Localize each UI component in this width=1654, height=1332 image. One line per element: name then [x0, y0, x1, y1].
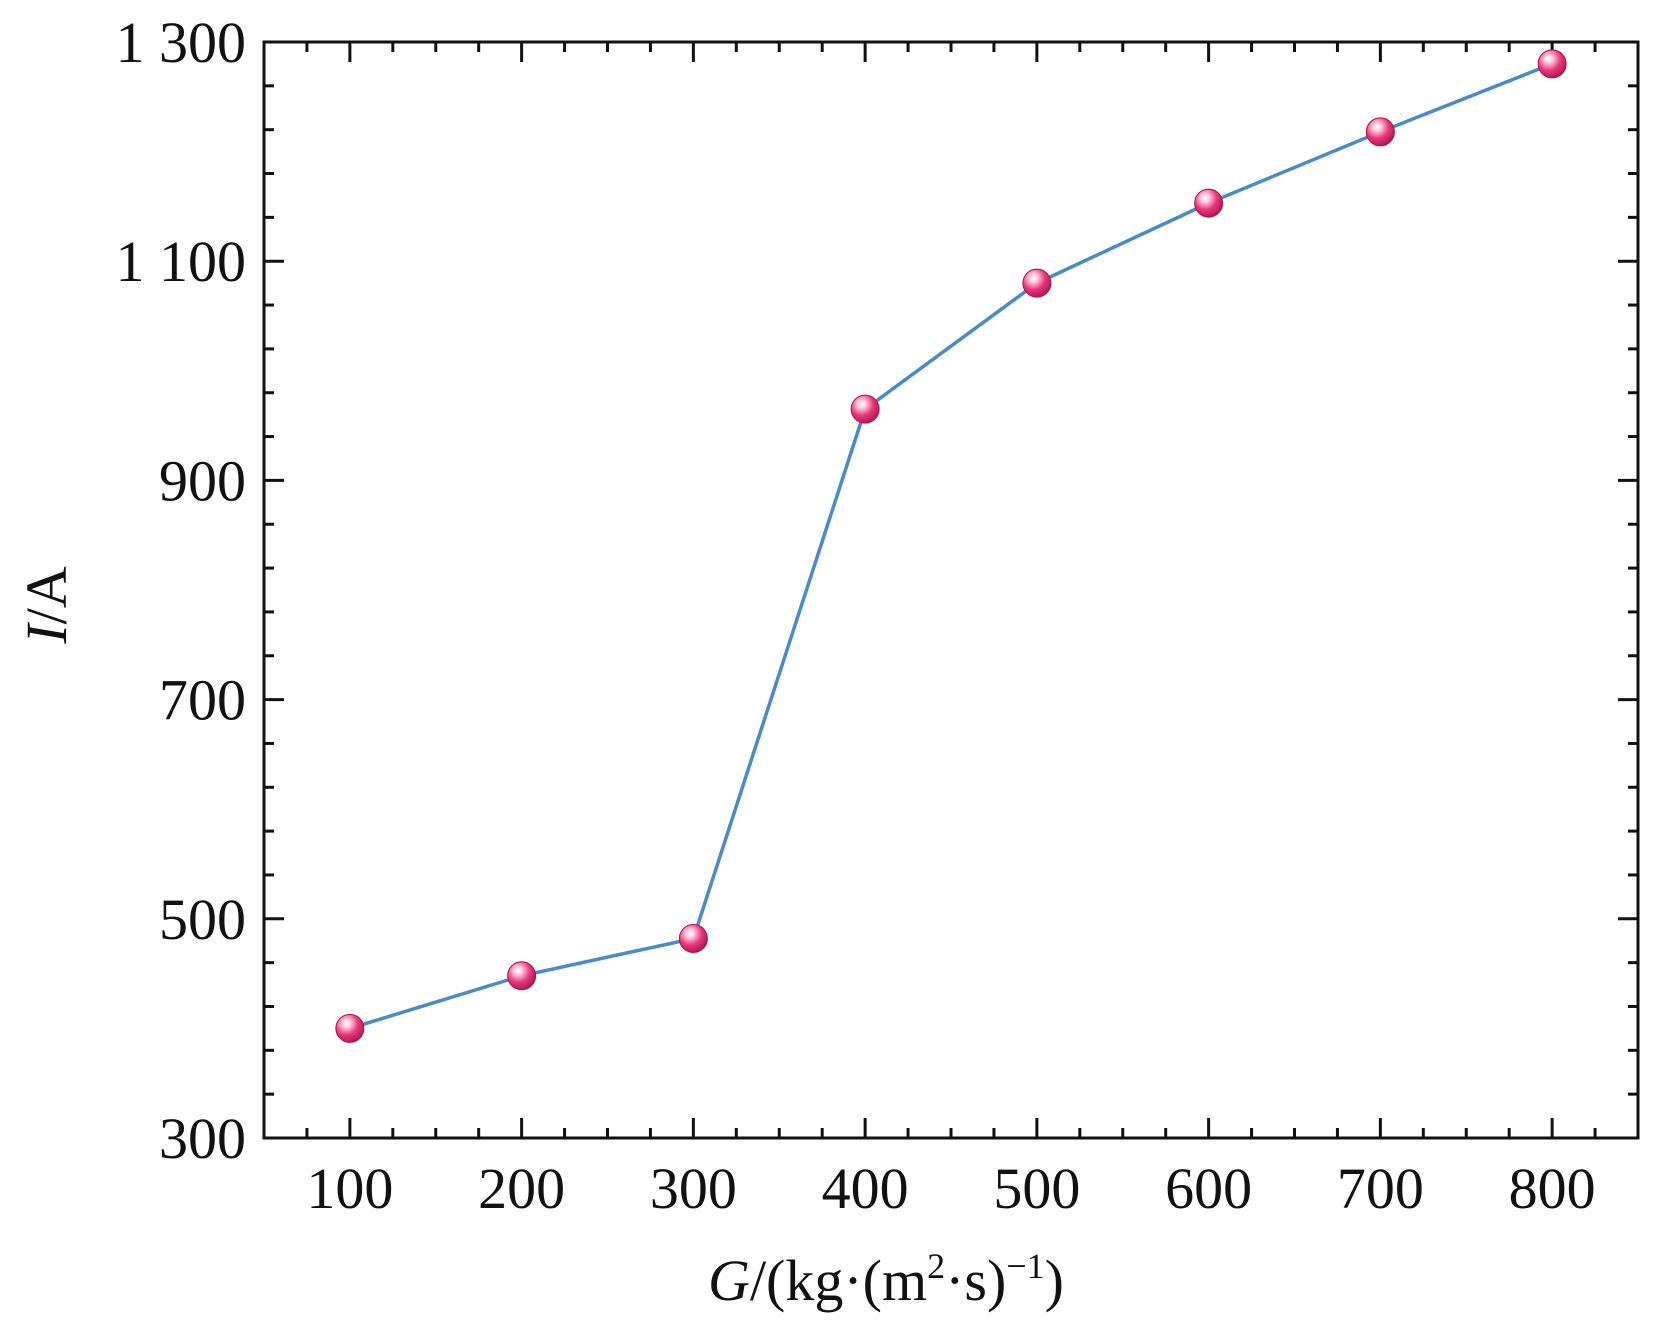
plot-frame — [262, 40, 1640, 1140]
y-axis-unit: /A — [14, 566, 79, 624]
y-tick-labels: 300 500 700 900 1 100 1 300 — [116, 10, 247, 1171]
y-tick-label: 1 300 — [116, 10, 247, 75]
data-point — [1537, 49, 1567, 79]
series-line — [349, 62, 1553, 1031]
data-point — [507, 961, 537, 991]
x-axis-unit-open: /(kg·(m — [750, 1248, 927, 1313]
data-point — [678, 924, 708, 954]
x-axis-unit-sup2: −1 — [1006, 1246, 1044, 1286]
y-tick-label: 700 — [159, 668, 246, 733]
y-tick-label: 500 — [159, 887, 246, 952]
x-tick-label: 700 — [1337, 1156, 1424, 1221]
y-tick-label: 300 — [159, 1106, 246, 1171]
data-point — [335, 1013, 365, 1043]
x-tick-label: 400 — [822, 1156, 909, 1221]
y-axis-variable: I — [14, 622, 79, 645]
y-axis-label: I/A — [14, 566, 79, 644]
x-tick-label: 500 — [993, 1156, 1080, 1221]
data-point — [850, 394, 880, 424]
x-tick-label: 200 — [478, 1156, 565, 1221]
y-tick-label: 1 100 — [116, 229, 247, 294]
x-tick-label: 800 — [1509, 1156, 1596, 1221]
x-tick-labels: 100 200 300 400 500 600 700 800 — [306, 1156, 1595, 1221]
data-point — [1022, 268, 1052, 298]
x-axis-unit-mid: ·s) — [945, 1248, 1006, 1313]
x-axis-label: G/(kg·(m2·s)−1) — [708, 1246, 1064, 1313]
axis-ticks — [262, 40, 1640, 1140]
x-tick-label: 600 — [1165, 1156, 1252, 1221]
x-axis-variable: G — [708, 1248, 750, 1313]
data-point — [1365, 117, 1395, 147]
x-axis-unit-close: ) — [1045, 1248, 1064, 1313]
data-series — [335, 49, 1567, 1043]
x-axis-unit-sup1: 2 — [927, 1246, 945, 1286]
y-tick-label: 900 — [159, 448, 246, 513]
x-tick-label: 300 — [650, 1156, 737, 1221]
data-point — [1194, 188, 1224, 218]
x-tick-label: 100 — [306, 1156, 393, 1221]
